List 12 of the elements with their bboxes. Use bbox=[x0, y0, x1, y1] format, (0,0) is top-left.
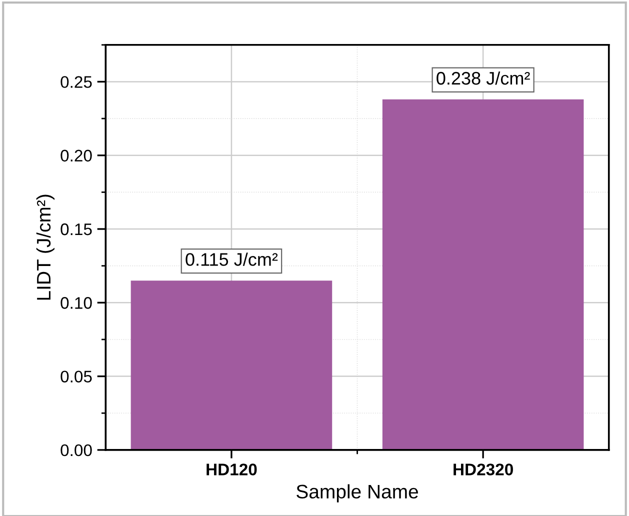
text: 0.15 bbox=[60, 223, 92, 236]
x-tick-label: HD120 bbox=[206, 464, 257, 476]
text: 0.20 bbox=[60, 150, 92, 162]
text: 0.05 bbox=[60, 370, 92, 383]
x-tick-label: HD2320 bbox=[454, 464, 513, 476]
text: 0.00 bbox=[60, 444, 92, 456]
y-axis-title: LIDT (J/cm²) bbox=[36, 194, 54, 300]
x-axis-title: Sample Name bbox=[296, 484, 418, 502]
text: 0.25 bbox=[60, 76, 92, 88]
data-label: 0.238 J/cm² bbox=[436, 71, 530, 85]
data-label: 0.115 J/cm² bbox=[186, 252, 278, 266]
text: 0.10 bbox=[60, 297, 92, 309]
